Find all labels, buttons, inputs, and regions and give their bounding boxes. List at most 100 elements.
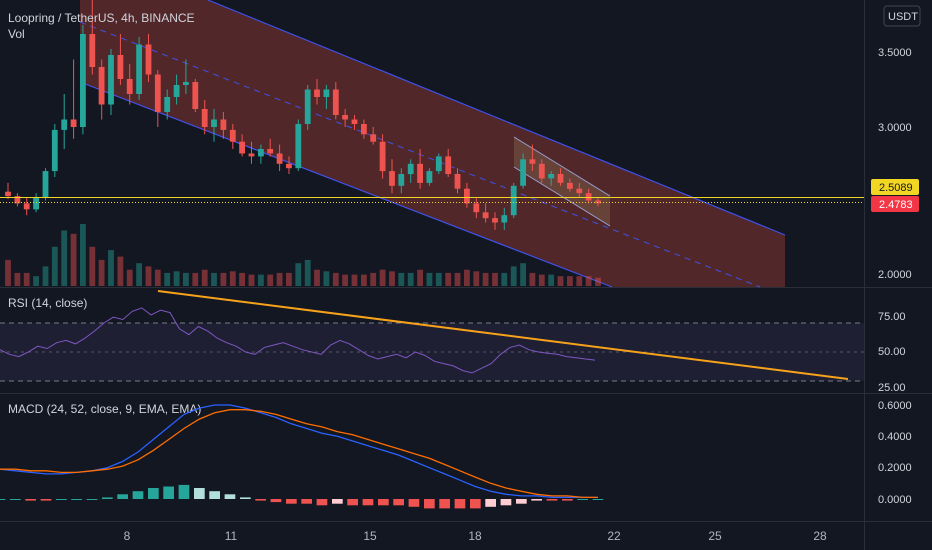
x-tick-28: 28: [813, 529, 827, 543]
volume-bar-8: [80, 224, 86, 286]
candle-body-46: [435, 156, 442, 172]
candle-30: [286, 156, 292, 174]
volume-bar-9: [89, 246, 96, 286]
volume-bar-18: [173, 271, 180, 286]
volume-bar-27: [258, 274, 264, 286]
candle-34: [323, 85, 330, 109]
candle-7: [70, 59, 77, 139]
price-badge-upper: [871, 179, 919, 195]
histogram-bar-2: [25, 499, 36, 501]
signal-line: [0, 409, 598, 499]
histogram-bar-12: [178, 484, 190, 499]
histogram-bar-8: [117, 494, 128, 499]
histogram-bar-1: [10, 499, 21, 500]
candle-49: [464, 182, 470, 208]
candle-35: [332, 82, 339, 120]
candle-body-2: [23, 203, 30, 210]
volume-bar-43: [407, 272, 414, 286]
candle-body-33: [314, 89, 320, 97]
candle-body-47: [445, 156, 452, 174]
candle-47: [445, 149, 452, 177]
volume-bar-3: [33, 276, 39, 286]
histogram-bar-21: [316, 499, 328, 506]
volume-bar-35: [332, 272, 339, 286]
histogram-bar-33: [500, 499, 512, 506]
candle-body-55: [520, 159, 526, 186]
candle-24: [229, 124, 236, 149]
histogram-bar-3: [40, 499, 52, 501]
volume-bar-28: [267, 274, 274, 286]
histogram-bar-24: [362, 499, 374, 506]
volume-bar-62: [585, 276, 592, 286]
volume-bar-10: [98, 259, 105, 286]
macd-histogram: [0, 484, 604, 509]
currency-badge-text[interactable]: USDT: [888, 11, 918, 23]
candle-body-9: [89, 34, 96, 67]
volume-label: Vol: [8, 27, 25, 41]
histogram-bar-26: [393, 499, 404, 506]
candle-28: [267, 138, 274, 157]
volume-bar-40: [379, 269, 386, 286]
candle-61: [576, 182, 583, 198]
rsi-band: [0, 323, 864, 381]
volume-bar-63: [595, 277, 601, 286]
candle-body-35: [332, 89, 339, 115]
candle-33: [314, 79, 320, 105]
candle-body-7: [70, 119, 77, 127]
histogram-bar-39: [592, 499, 604, 500]
candle-body-43: [407, 163, 414, 175]
candle-body-58: [548, 174, 555, 179]
candle-46: [435, 153, 442, 174]
histogram-bar-17: [255, 499, 266, 501]
volume-bar-41: [389, 271, 395, 286]
candle-body-61: [576, 188, 583, 194]
histogram-bar-10: [148, 488, 159, 499]
candle-15: [145, 34, 152, 82]
candle-body-1: [14, 196, 21, 204]
candle-48: [454, 168, 461, 194]
histogram-bar-0: [0, 499, 6, 500]
candle-44: [417, 149, 423, 189]
candle-body-40: [379, 141, 386, 172]
candle-13: [126, 64, 133, 105]
candlesticks: [5, 0, 601, 230]
histogram-bar-11: [163, 486, 174, 499]
candle-20: [192, 79, 199, 112]
candle-5: [51, 124, 58, 177]
candle-22: [211, 109, 217, 142]
macd-tick-0.4: 0.4000: [878, 431, 912, 443]
volume-bar-34: [323, 271, 330, 286]
candle-14: [136, 37, 142, 100]
rsi-trendline[interactable]: [157, 290, 849, 380]
volume-bar-0: [5, 259, 11, 286]
rsi-tick-25: 25.00: [878, 382, 906, 394]
channel-upper-line[interactable]: [207, 0, 786, 236]
volume-bar-6: [61, 230, 68, 286]
candle-16: [154, 70, 161, 127]
candle-body-11: [108, 55, 114, 105]
volume-bar-21: [201, 269, 208, 286]
volume-bar-61: [576, 276, 583, 286]
candle-4: [42, 168, 49, 201]
volume-bar-31: [295, 263, 302, 286]
histogram-bar-31: [470, 499, 481, 509]
candle-body-30: [286, 163, 292, 169]
channel-lower-line[interactable]: [79, 81, 613, 288]
candle-37: [351, 115, 358, 130]
histogram-bar-15: [224, 494, 236, 499]
price-badge-lower-text: 2.4783: [879, 199, 913, 211]
volume-bar-45: [426, 272, 433, 286]
inner-channel-lower[interactable]: [513, 166, 611, 227]
volume-bar-1: [14, 272, 21, 286]
candle-body-19: [183, 82, 189, 85]
price-tick-2.0: 2.0000: [878, 269, 912, 281]
histogram-bar-6: [86, 499, 98, 500]
volume-bar-38: [361, 274, 367, 286]
candle-body-31: [295, 124, 302, 169]
candle-38: [361, 119, 367, 139]
inner-channel-upper[interactable]: [513, 136, 611, 197]
currency-badge[interactable]: [883, 5, 921, 27]
volume-bar-7: [70, 233, 77, 286]
volume-bar-52: [492, 272, 498, 286]
